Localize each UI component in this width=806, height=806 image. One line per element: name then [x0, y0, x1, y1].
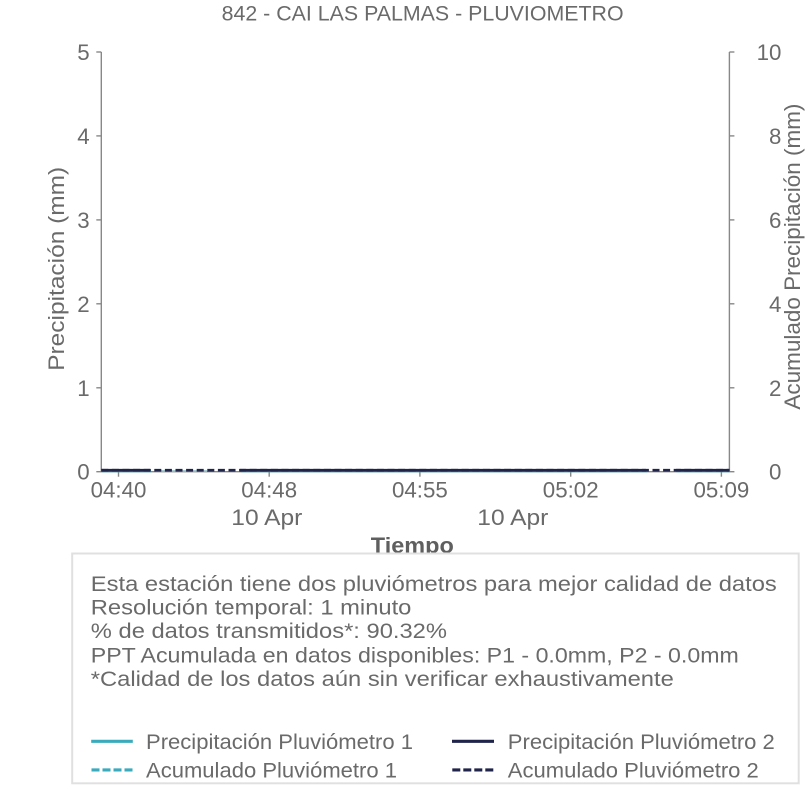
svg-text:2: 2	[769, 376, 781, 401]
svg-text:Esta estación tiene dos pluvió: Esta estación tiene dos pluviómetros par…	[91, 572, 777, 596]
svg-text:0: 0	[77, 460, 89, 485]
svg-text:4: 4	[769, 292, 781, 317]
svg-text:05:02: 05:02	[543, 477, 599, 502]
svg-text:842 - CAI LAS PALMAS - PLUVIOM: 842 - CAI LAS PALMAS - PLUVIOMETRO	[222, 1, 624, 25]
svg-text:2: 2	[77, 292, 89, 317]
svg-text:10 Apr: 10 Apr	[231, 505, 303, 530]
svg-text:Acumulado Pluviómetro 2: Acumulado Pluviómetro 2	[508, 758, 759, 782]
svg-text:04:40: 04:40	[91, 477, 147, 502]
svg-text:10: 10	[757, 40, 782, 65]
svg-text:04:55: 04:55	[392, 477, 448, 502]
svg-text:*Calidad de los datos aún sin: *Calidad de los datos aún sin verificar …	[91, 667, 674, 691]
svg-text:Precipitación (mm): Precipitación (mm)	[44, 167, 69, 371]
svg-text:5: 5	[77, 40, 89, 65]
svg-text:Acumulado Precipitación (mm): Acumulado Precipitación (mm)	[780, 104, 805, 410]
svg-text:8: 8	[769, 124, 781, 149]
svg-text:PPT Acumulada en datos disponi: PPT Acumulada en datos disponibles: P1 -…	[91, 643, 739, 667]
svg-text:10 Apr: 10 Apr	[477, 505, 549, 530]
svg-text:0: 0	[769, 460, 781, 485]
svg-text:6: 6	[769, 208, 781, 233]
svg-text:Precipitación Pluviómetro 1: Precipitación Pluviómetro 1	[146, 730, 413, 754]
svg-text:Precipitación Pluviómetro 2: Precipitación Pluviómetro 2	[508, 730, 775, 754]
svg-text:04:48: 04:48	[241, 477, 297, 502]
svg-text:Acumulado Pluviómetro 1: Acumulado Pluviómetro 1	[146, 758, 397, 782]
svg-text:05:09: 05:09	[694, 477, 750, 502]
svg-text:3: 3	[77, 208, 89, 233]
svg-text:% de datos transmitidos*: 90.3: % de datos transmitidos*: 90.32%	[91, 619, 447, 643]
svg-text:Resolución temporal: 1 minuto: Resolución temporal: 1 minuto	[91, 596, 412, 620]
svg-text:1: 1	[77, 376, 89, 401]
svg-text:4: 4	[77, 124, 89, 149]
